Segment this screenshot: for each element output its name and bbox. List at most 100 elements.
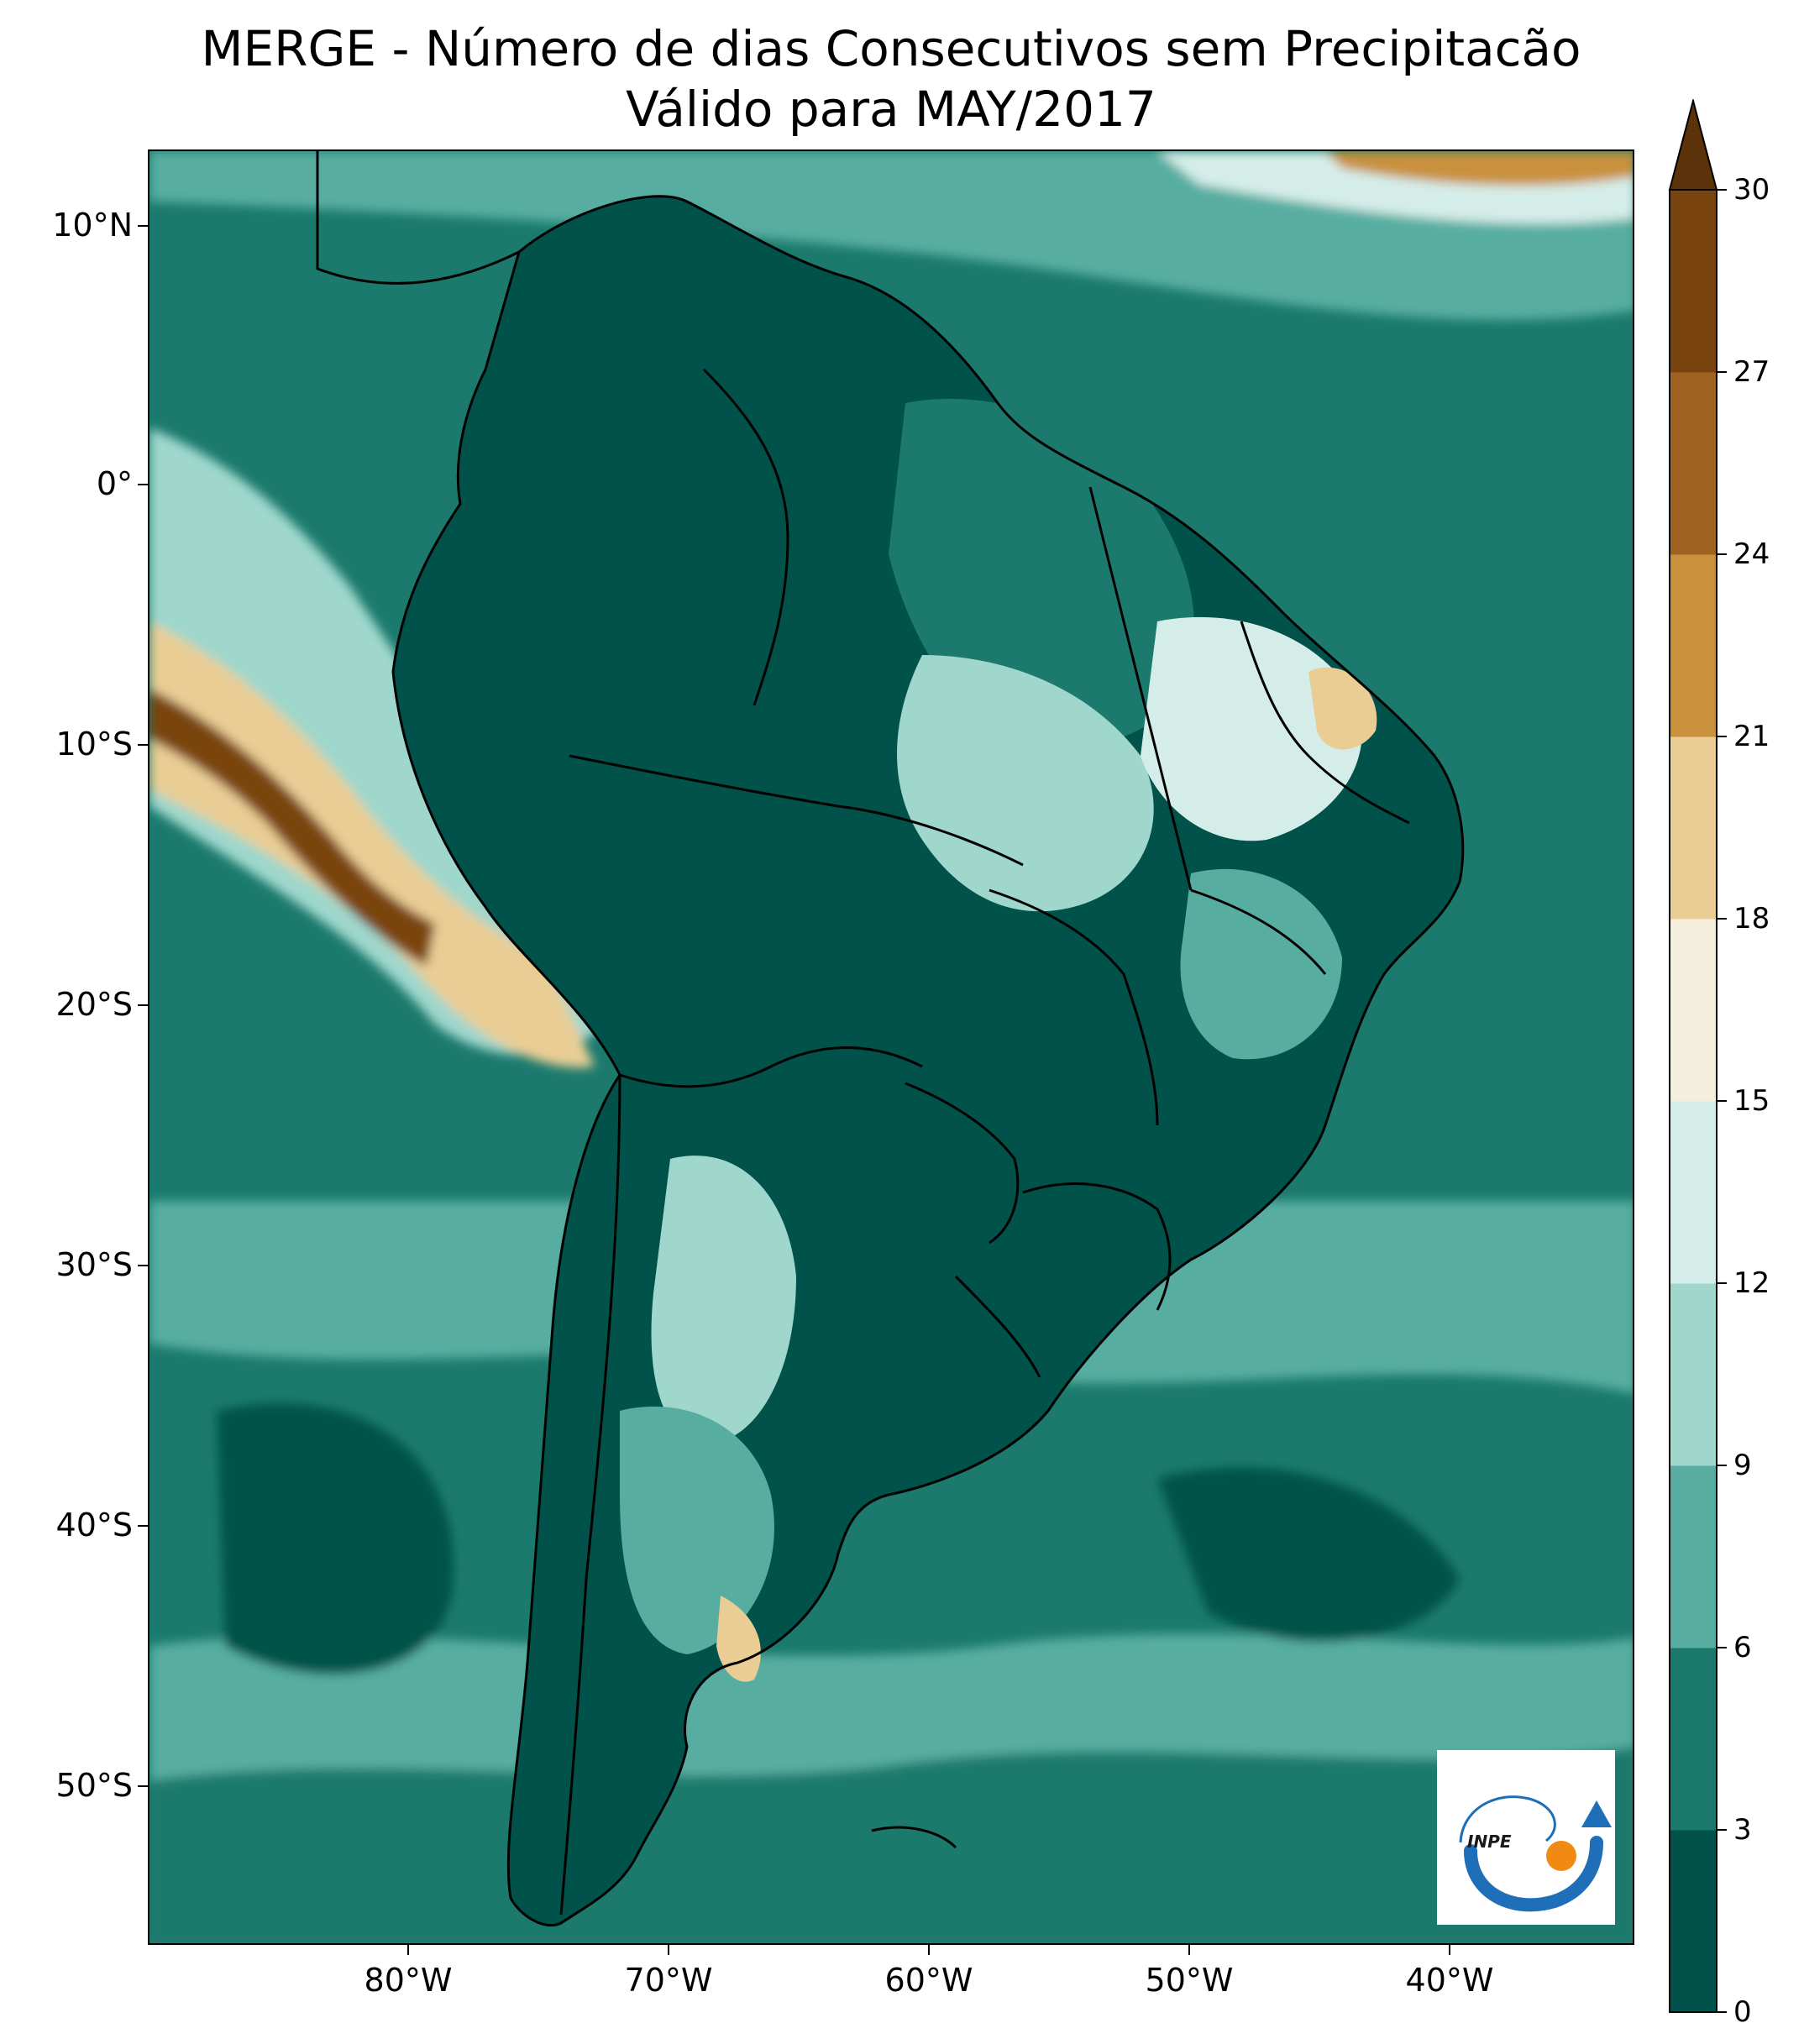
lat-tick-10n [138,225,148,227]
land-patch-argentina [651,1156,796,1444]
colorbar-tick [1717,1282,1727,1284]
patch-north-brown [1325,151,1633,186]
lat-label-50s: 50°S [55,1767,133,1804]
lon-label-60w: 60°W [884,1962,973,1999]
logo-orbit [1459,1795,1556,1843]
logo-arrow-head [1581,1800,1612,1827]
map-panel [148,149,1634,1945]
land-patch-northeast-tan [1308,667,1377,750]
border-rio-grande [1022,1182,1172,1311]
colorbar-tick-label: 12 [1733,1266,1770,1300]
lat-tick-20s [138,1004,148,1006]
colorbar-segment [1670,372,1717,555]
lon-label-40w: 40°W [1405,1962,1494,1999]
logo-swoosh [1464,1836,1603,1912]
lon-label-50w: 50°W [1145,1962,1234,1999]
border-bolivia-south [619,1046,923,1088]
lat-label-20s: 20°S [55,986,133,1023]
colorbar-tick-label: 3 [1733,1813,1752,1847]
lon-tick-70w [668,1945,669,1955]
land-patch-southeast [1180,868,1342,1060]
colorbar-tick [1717,371,1727,373]
colorbar-extend-arrow [1668,99,1718,191]
colorbar-segment [1670,1465,1717,1648]
chart-title: MERGE - Número de dias Consecutivos sem … [201,20,1581,77]
lon-tick-40w [1449,1945,1450,1955]
colorbar-tick [1717,189,1727,191]
colorbar-tick [1717,736,1727,737]
colorbar-tick [1717,1647,1727,1648]
borders [316,151,1465,1927]
lon-label-80w: 80°W [364,1962,453,1999]
map-svg [149,151,1633,1943]
central-america-border [316,151,520,285]
inpe-logo-graphic: INPE [1459,1795,1612,1912]
colorbar-tick-label: 18 [1733,902,1770,936]
lon-tick-50w [1188,1945,1190,1955]
border-minas-gerais [1190,888,1327,975]
colorbar-segment [1670,190,1717,373]
land-patch-south-brazil [1023,1191,1141,1334]
colorbar-tick-label: 6 [1733,1631,1752,1664]
chart-subtitle: Válido para MAY/2017 [626,81,1156,138]
colorbar-segment [1670,919,1717,1102]
colorbar-tick [1717,1465,1727,1466]
lat-tick-50s [138,1785,148,1787]
patch-dark-atlantic [1157,1467,1460,1642]
lon-tick-80w [407,1945,409,1955]
patch-pacific-tan [149,621,595,1068]
border-mato-grosso [989,888,1159,1126]
lat-tick-10s [138,744,148,746]
lon-label-70w: 70°W [624,1962,713,1999]
falklands-outline [871,1826,957,1849]
colorbar-tick-label: 21 [1733,720,1770,753]
lat-label-0: 0° [96,465,133,502]
border-northeast-states [1240,621,1410,825]
colorbar-segment [1670,1101,1717,1284]
logo-text: INPE [1467,1832,1512,1852]
coastline [391,195,1465,1927]
colorbar-tick [1717,1100,1727,1102]
lat-tick-30s [138,1265,148,1266]
land-patch-patagonia [620,1406,774,1654]
lat-label-10n: 10°N [52,207,133,244]
patch-dark-pacific [217,1403,454,1675]
land-patch-central-pale [897,655,1154,912]
border-amazon-south [569,754,1024,867]
colorbar-tick [1717,1829,1727,1831]
colorbar-tick-label: 9 [1733,1449,1752,1482]
land-field [393,196,1463,1926]
patch-pacific-brown [149,689,435,966]
colorbar-segment [1670,736,1717,920]
colorbar-segments [1668,99,1718,2013]
border-chile-argentina [559,1074,621,1916]
land-patch-northeast-dry [1141,616,1362,841]
colorbar-tick [1717,918,1727,920]
lon-tick-60w [928,1945,930,1955]
colorbar-segment [1670,1648,1717,1831]
colorbar-tick [1717,2011,1727,2013]
border-para-maranhao [1088,486,1193,891]
border-paraguay [905,1082,1020,1245]
lat-label-10s: 10°S [55,726,133,763]
colorbar-segment [1670,554,1717,737]
border-uruguay [954,1275,1041,1378]
lat-tick-0 [138,484,148,485]
lat-tick-40s [138,1525,148,1527]
colorbar-tick-label: 0 [1733,1995,1752,2029]
border-colombia-brazil [702,368,789,706]
lat-label-30s: 30°S [55,1246,133,1283]
colorbar-segment [1670,1283,1717,1466]
logo-sun [1546,1841,1576,1871]
patch-south-band [149,1747,1633,1943]
colorbar-segment [1670,1830,1717,2013]
colorbar-tick-label: 15 [1733,1084,1770,1118]
colorbar-tick [1717,553,1727,555]
land-patch-patagonia-tan [716,1596,761,1682]
inpe-logo: INPE [1437,1750,1615,1925]
colorbar-tick-label: 30 [1733,173,1770,207]
colorbar-tick-label: 24 [1733,537,1770,571]
lat-label-40s: 40°S [55,1507,133,1543]
colorbar-tick-label: 27 [1733,355,1770,389]
